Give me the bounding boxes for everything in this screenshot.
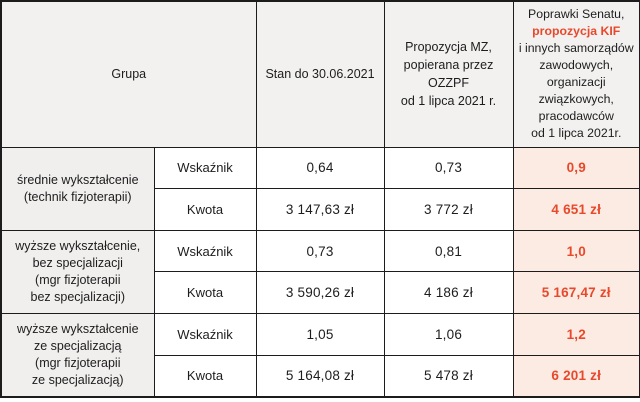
- table-row: wyższe wykształcenie ze specjalizacją (m…: [0, 313, 640, 398]
- value-cell: 1,05: [255, 313, 385, 356]
- kif-header-highlight: propozycja KIF: [532, 24, 621, 39]
- value-cell: 3 590,26 zł: [255, 271, 385, 315]
- kif-value-cell: 6 201 zł: [512, 354, 640, 398]
- kif-value-cell: 1,0: [512, 229, 640, 273]
- value-cell: 4 186 zł: [383, 271, 514, 315]
- table-row: średnie wykształcenie (technik fizjotera…: [0, 146, 640, 231]
- value-cell: 3 772 zł: [383, 188, 514, 231]
- metric-label-kwota: Kwota: [153, 354, 257, 398]
- group-label-wyzsze-bez: wyższe wykształcenie, bez specjalizacji …: [0, 229, 155, 315]
- column-header-grupa: Grupa: [0, 0, 257, 148]
- column-header-stan: Stan do 30.06.2021: [255, 0, 385, 148]
- table-row: Kwota 5 164,08 zł 5 478 zł 6 201 zł: [1, 354, 640, 398]
- table-row: Kwota 3 590,26 zł 4 186 zł 5 167,47 zł: [1, 271, 640, 315]
- value-cell: 0,81: [383, 229, 514, 273]
- header-row: Grupa Stan do 30.06.2021 Propozycja MZ, …: [0, 0, 640, 148]
- value-cell: 5 164,08 zł: [255, 354, 385, 398]
- kif-value-cell: 1,2: [512, 313, 640, 356]
- value-cell: 3 147,63 zł: [255, 188, 385, 231]
- metric-label-wskaznik: Wskaźnik: [153, 313, 257, 356]
- column-header-mz: Propozycja MZ, popierana przez OZZPF od …: [383, 0, 514, 148]
- kif-header-line1: Poprawki Senatu,: [528, 7, 625, 22]
- value-cell: 0,64: [255, 146, 385, 190]
- value-cell: 0,73: [383, 146, 514, 190]
- kif-header-rest: i innych samorządów zawodowych, organiza…: [518, 41, 634, 141]
- column-header-kif: Poprawki Senatu, propozycja KIF i innych…: [512, 0, 640, 148]
- kif-value-cell: 5 167,47 zł: [512, 271, 640, 315]
- value-cell: 5 478 zł: [383, 354, 514, 398]
- metric-label-wskaznik: Wskaźnik: [153, 146, 257, 190]
- group-label-wyzsze-ze: wyższe wykształcenie ze specjalizacją (m…: [0, 313, 155, 398]
- kif-value-cell: 4 651 zł: [512, 188, 640, 231]
- value-cell: 1,06: [383, 313, 514, 356]
- metric-label-kwota: Kwota: [153, 188, 257, 231]
- value-cell: 0,73: [255, 229, 385, 273]
- group-label-srednie: średnie wykształcenie (technik fizjotera…: [0, 146, 155, 231]
- metric-label-kwota: Kwota: [153, 271, 257, 315]
- kif-value-cell: 0,9: [512, 146, 640, 190]
- metric-label-wskaznik: Wskaźnik: [153, 229, 257, 273]
- table-row: Kwota 3 147,63 zł 3 772 zł 4 651 zł: [1, 188, 640, 231]
- table-row: wyższe wykształcenie, bez specjalizacji …: [0, 229, 640, 315]
